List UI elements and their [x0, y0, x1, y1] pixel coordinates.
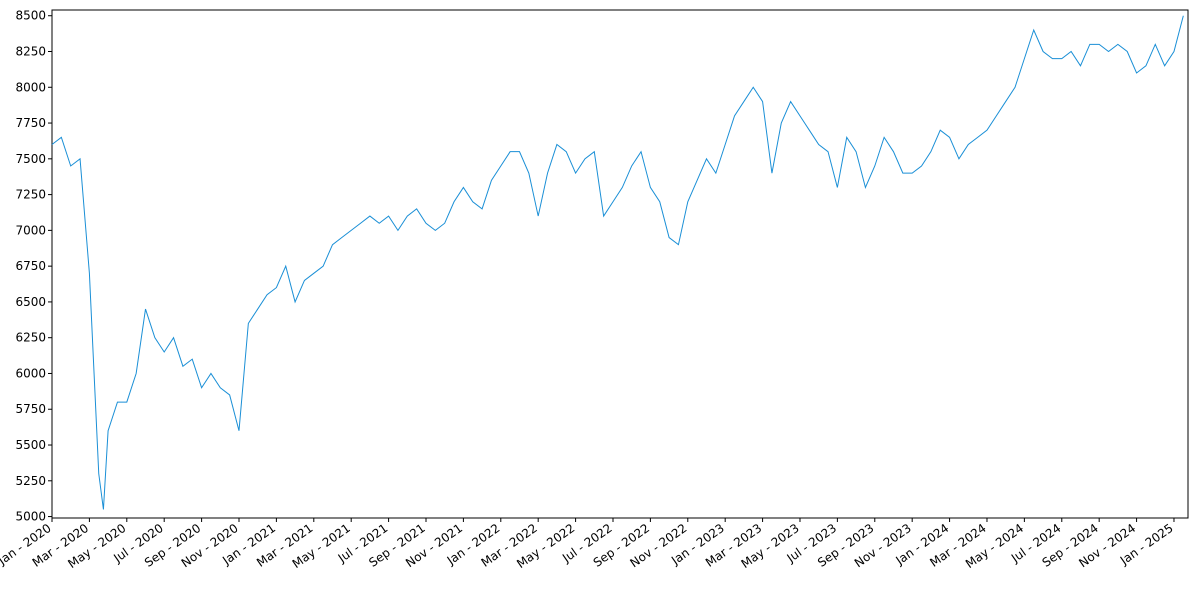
- y-tick-label: 6000: [15, 366, 46, 380]
- y-tick-label: 5750: [15, 402, 46, 416]
- y-tick-label: 5500: [15, 438, 46, 452]
- y-tick-label: 7750: [15, 116, 46, 130]
- y-tick-label: 6750: [15, 259, 46, 273]
- y-tick-label: 6250: [15, 331, 46, 345]
- y-tick-label: 7500: [15, 152, 46, 166]
- y-tick-label: 8000: [15, 80, 46, 94]
- plot-frame: [51, 9, 1189, 519]
- y-tick-label: 8500: [15, 9, 46, 23]
- y-tick-label: 8250: [15, 44, 46, 58]
- y-tick-label: 5000: [15, 510, 46, 524]
- y-tick-label: 6500: [15, 295, 46, 309]
- y-tick-label: 5250: [15, 474, 46, 488]
- y-tick-label: 7000: [15, 223, 46, 237]
- price-line: [51, 15, 1184, 510]
- y-tick-label: 7250: [15, 188, 46, 202]
